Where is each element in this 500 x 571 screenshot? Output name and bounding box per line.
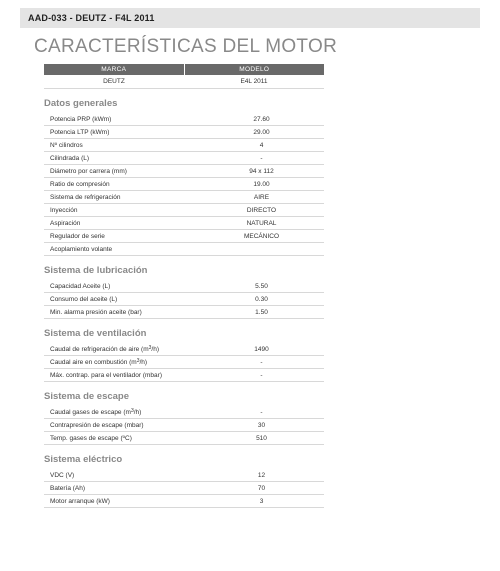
spec-label: Sistema de refrigeración — [44, 194, 199, 201]
spec-row: Caudal aire en combustión (m3/h)- — [44, 356, 324, 369]
spec-row: VDC (V)12 — [44, 469, 324, 482]
spec-label: VDC (V) — [44, 472, 199, 479]
spec-label: Nº cilindros — [44, 142, 199, 149]
section-title: Sistema eléctrico — [44, 454, 456, 465]
content-area: MARCA MODELO DEUTZ E4L 2011 Datos genera… — [20, 64, 480, 508]
spec-label: Consumo del aceite (L) — [44, 296, 199, 303]
spec-label: Min. alarma presión aceite (bar) — [44, 309, 199, 316]
spec-label: Acoplamiento volante — [44, 246, 199, 253]
spec-label: Batería (Ah) — [44, 485, 199, 492]
spec-value: MECÁNICO — [199, 233, 324, 240]
section-title: Sistema de escape — [44, 391, 456, 402]
section-title: Datos generales — [44, 98, 456, 109]
spec-row: AspiraciónNATURAL — [44, 217, 324, 230]
spec-row: InyecciónDIRECTO — [44, 204, 324, 217]
spec-row: Cilindrada (L)- — [44, 152, 324, 165]
spec-label: Caudal aire en combustión (m3/h) — [44, 359, 199, 366]
spec-row: Potencia PRP (kWm)27.60 — [44, 113, 324, 126]
spec-row: Nº cilindros4 — [44, 139, 324, 152]
spec-row: Regulador de serieMECÁNICO — [44, 230, 324, 243]
spec-label: Inyección — [44, 207, 199, 214]
spec-value: 94 x 112 — [199, 168, 324, 175]
document-page: AAD-033 - DEUTZ - F4L 2011 CARACTERÍSTIC… — [0, 0, 500, 528]
spec-label: Temp. gases de escape (ºC) — [44, 435, 199, 442]
spec-label: Contrapresión de escape (mbar) — [44, 422, 199, 429]
brand-header-modelo: MODELO — [185, 64, 325, 75]
spec-value: DIRECTO — [199, 207, 324, 214]
section-title: Sistema de ventilación — [44, 328, 456, 339]
spec-row: Potencia LTP (kWm)29.00 — [44, 126, 324, 139]
spec-value: 1490 — [199, 346, 324, 353]
spec-row: Ratio de compresión19.00 — [44, 178, 324, 191]
spec-row: Acoplamiento volante — [44, 243, 324, 256]
spec-value: - — [199, 359, 324, 366]
spec-label: Aspiración — [44, 220, 199, 227]
spec-value: 0.30 — [199, 296, 324, 303]
spec-row: Min. alarma presión aceite (bar)1.50 — [44, 306, 324, 319]
spec-row: Consumo del aceite (L)0.30 — [44, 293, 324, 306]
spec-label: Potencia LTP (kWm) — [44, 129, 199, 136]
spec-row: Máx. contrap. para el ventilador (mbar)- — [44, 369, 324, 382]
spec-value: 70 — [199, 485, 324, 492]
spec-label: Cilindrada (L) — [44, 155, 199, 162]
spec-row: Capacidad Aceite (L)5.50 — [44, 280, 324, 293]
spec-row: Contrapresión de escape (mbar)30 — [44, 419, 324, 432]
spec-value: 4 — [199, 142, 324, 149]
spec-value: - — [199, 372, 324, 379]
spec-value: NATURAL — [199, 220, 324, 227]
spec-value: 19.00 — [199, 181, 324, 188]
spec-value: 510 — [199, 435, 324, 442]
spec-value: 1.50 — [199, 309, 324, 316]
spec-value: 27.60 — [199, 116, 324, 123]
spec-value: - — [199, 155, 324, 162]
spec-label: Ratio de compresión — [44, 181, 199, 188]
spec-value: 3 — [199, 498, 324, 505]
spec-label: Caudal gases de escape (m3/h) — [44, 409, 199, 416]
brand-data-row: DEUTZ E4L 2011 — [44, 75, 324, 89]
brand-header-row: MARCA MODELO — [44, 64, 324, 75]
spec-label: Caudal de refrigeración de aire (m3/h) — [44, 346, 199, 353]
spec-label: Regulador de serie — [44, 233, 199, 240]
section-title: Sistema de lubricación — [44, 265, 456, 276]
spec-value — [199, 246, 324, 253]
spec-value: 12 — [199, 472, 324, 479]
spec-row: Motor arranque (kW)3 — [44, 495, 324, 508]
spec-row: Batería (Ah)70 — [44, 482, 324, 495]
spec-label: Capacidad Aceite (L) — [44, 283, 199, 290]
spec-value: 30 — [199, 422, 324, 429]
spec-value: - — [199, 409, 324, 416]
page-title: CARACTERÍSTICAS DEL MOTOR — [34, 36, 466, 58]
spec-row: Diámetro por carrera (mm)94 x 112 — [44, 165, 324, 178]
spec-label: Diámetro por carrera (mm) — [44, 168, 199, 175]
spec-value: 5.50 — [199, 283, 324, 290]
spec-value: AIRE — [199, 194, 324, 201]
spec-row: Temp. gases de escape (ºC)510 — [44, 432, 324, 445]
spec-value: 29.00 — [199, 129, 324, 136]
spec-row: Caudal gases de escape (m3/h)- — [44, 406, 324, 419]
spec-label: Máx. contrap. para el ventilador (mbar) — [44, 372, 199, 379]
title-bar: AAD-033 - DEUTZ - F4L 2011 — [20, 8, 480, 28]
brand-value-marca: DEUTZ — [44, 75, 184, 88]
brand-value-modelo: E4L 2011 — [184, 75, 324, 88]
brand-header-marca: MARCA — [44, 64, 184, 75]
spec-label: Motor arranque (kW) — [44, 498, 199, 505]
spec-row: Caudal de refrigeración de aire (m3/h)14… — [44, 343, 324, 356]
spec-label: Potencia PRP (kWm) — [44, 116, 199, 123]
spec-row: Sistema de refrigeraciónAIRE — [44, 191, 324, 204]
